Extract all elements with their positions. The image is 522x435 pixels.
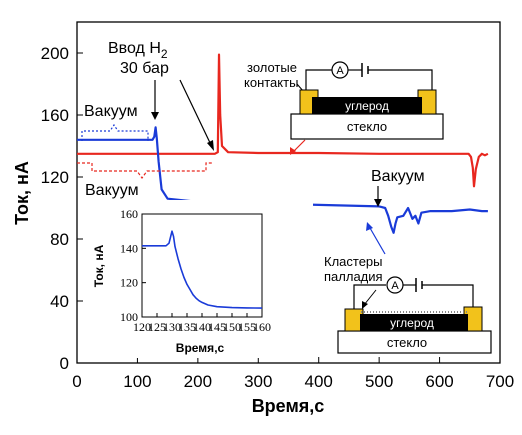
y-tick-label: 100 bbox=[120, 310, 138, 324]
diagram2-wire-right bbox=[422, 284, 474, 309]
carbon-layer bbox=[312, 97, 422, 114]
diagram-wire-right bbox=[368, 69, 433, 90]
y-tick-label: 120 bbox=[120, 276, 138, 290]
x-tick-label: 500 bbox=[365, 372, 393, 391]
series-line-0 bbox=[142, 230, 263, 309]
ammeter-label: A bbox=[336, 65, 344, 77]
arrow-red-pointer bbox=[292, 139, 306, 153]
y-tick-label: 140 bbox=[120, 241, 138, 255]
arrow-h2-left-head bbox=[151, 112, 159, 120]
x-tick-label: 600 bbox=[425, 372, 453, 391]
x-tick-label: 400 bbox=[305, 372, 333, 391]
diagram-label-contacts: контакты bbox=[244, 75, 298, 90]
arrow-h2-right bbox=[179, 79, 213, 148]
main-ticks: 0 100 200 300 400 500 600 700 0 40 80 120 160 200 bbox=[41, 44, 515, 391]
x-tick-label: 700 bbox=[486, 372, 514, 391]
arrow-palladium bbox=[363, 289, 377, 306]
diagram-label-gold: золотые bbox=[247, 60, 297, 75]
schematic-palladium: A стекло углерод bbox=[337, 276, 492, 354]
x-tick-label: 125 bbox=[148, 320, 166, 334]
arrow-red-pointer-head bbox=[290, 147, 296, 155]
inset-series bbox=[142, 230, 263, 309]
series-line-0 bbox=[77, 53, 489, 188]
annotation-pressure: 30 бар bbox=[120, 60, 169, 77]
x-tick-label: 100 bbox=[123, 372, 151, 391]
annotation-h2-input: Ввод H2 bbox=[108, 40, 168, 61]
x-tick-label: 200 bbox=[184, 372, 212, 391]
y-tick-label: 200 bbox=[41, 44, 69, 63]
main-series bbox=[77, 53, 489, 234]
arrow-blue-pointer bbox=[369, 227, 386, 255]
y-tick-label: 80 bbox=[50, 230, 69, 249]
plot-frame bbox=[76, 21, 501, 364]
x-tick-label: 0 bbox=[72, 372, 81, 391]
y-tick-label: 120 bbox=[41, 168, 69, 187]
x-tick-label: 150 bbox=[223, 320, 241, 334]
annotation-vacuum-bottom: Вакуум bbox=[85, 182, 139, 199]
x-tick-label: 300 bbox=[244, 372, 272, 391]
arrow-h2-right-head bbox=[207, 140, 214, 151]
y-tick-label: 160 bbox=[41, 106, 69, 125]
x-tick-label: 145 bbox=[208, 320, 226, 334]
diagram2-wire-left bbox=[353, 284, 386, 309]
series-line-1 bbox=[77, 126, 488, 234]
carbon2-label: углерод bbox=[390, 316, 434, 330]
diagram-wire-left bbox=[305, 69, 332, 90]
substrate-label: стекло bbox=[347, 119, 387, 134]
inset-y-axis-title: Ток, нА bbox=[92, 244, 106, 287]
carbon2-layer bbox=[360, 314, 468, 331]
ammeter2-label: A bbox=[391, 280, 399, 292]
y-tick-label: 160 bbox=[120, 207, 138, 221]
x-tick-label: 135 bbox=[178, 320, 196, 334]
annotation-palladium: палладия bbox=[324, 269, 383, 284]
x-tick-label: 130 bbox=[163, 320, 181, 334]
schematic-gold-contacts: золотые контакты A стекло углерод bbox=[244, 60, 444, 140]
annotation-vacuum-right: Вакуум bbox=[371, 168, 425, 185]
arrow-blue-pointer-head bbox=[366, 222, 373, 231]
bracket-vacuum-red bbox=[77, 162, 213, 180]
substrate2-label: стекло bbox=[387, 335, 427, 350]
annotation-vacuum-top: Вакуум bbox=[84, 103, 138, 120]
bracket-vacuum-blue bbox=[81, 123, 149, 141]
x-tick-label: 155 bbox=[238, 320, 256, 334]
y-tick-label: 40 bbox=[50, 292, 69, 311]
x-tick-label: 120 bbox=[133, 320, 151, 334]
x-axis-title: Время,с bbox=[252, 396, 325, 416]
annotation-clusters: Кластеры bbox=[324, 254, 383, 269]
y-tick-label: 0 bbox=[60, 354, 69, 373]
x-tick-label: 140 bbox=[193, 320, 211, 334]
arrow-vacuum-right-head bbox=[374, 199, 382, 207]
y-axis-title: Ток, нА bbox=[12, 161, 32, 225]
x-tick-label: 160 bbox=[253, 320, 271, 334]
arrow-palladium-head bbox=[362, 301, 368, 309]
substrate-glass bbox=[290, 113, 444, 140]
inset-x-axis-title: Время,с bbox=[176, 341, 225, 355]
inset-background bbox=[83, 200, 313, 358]
carbon-label: углерод bbox=[345, 99, 389, 113]
